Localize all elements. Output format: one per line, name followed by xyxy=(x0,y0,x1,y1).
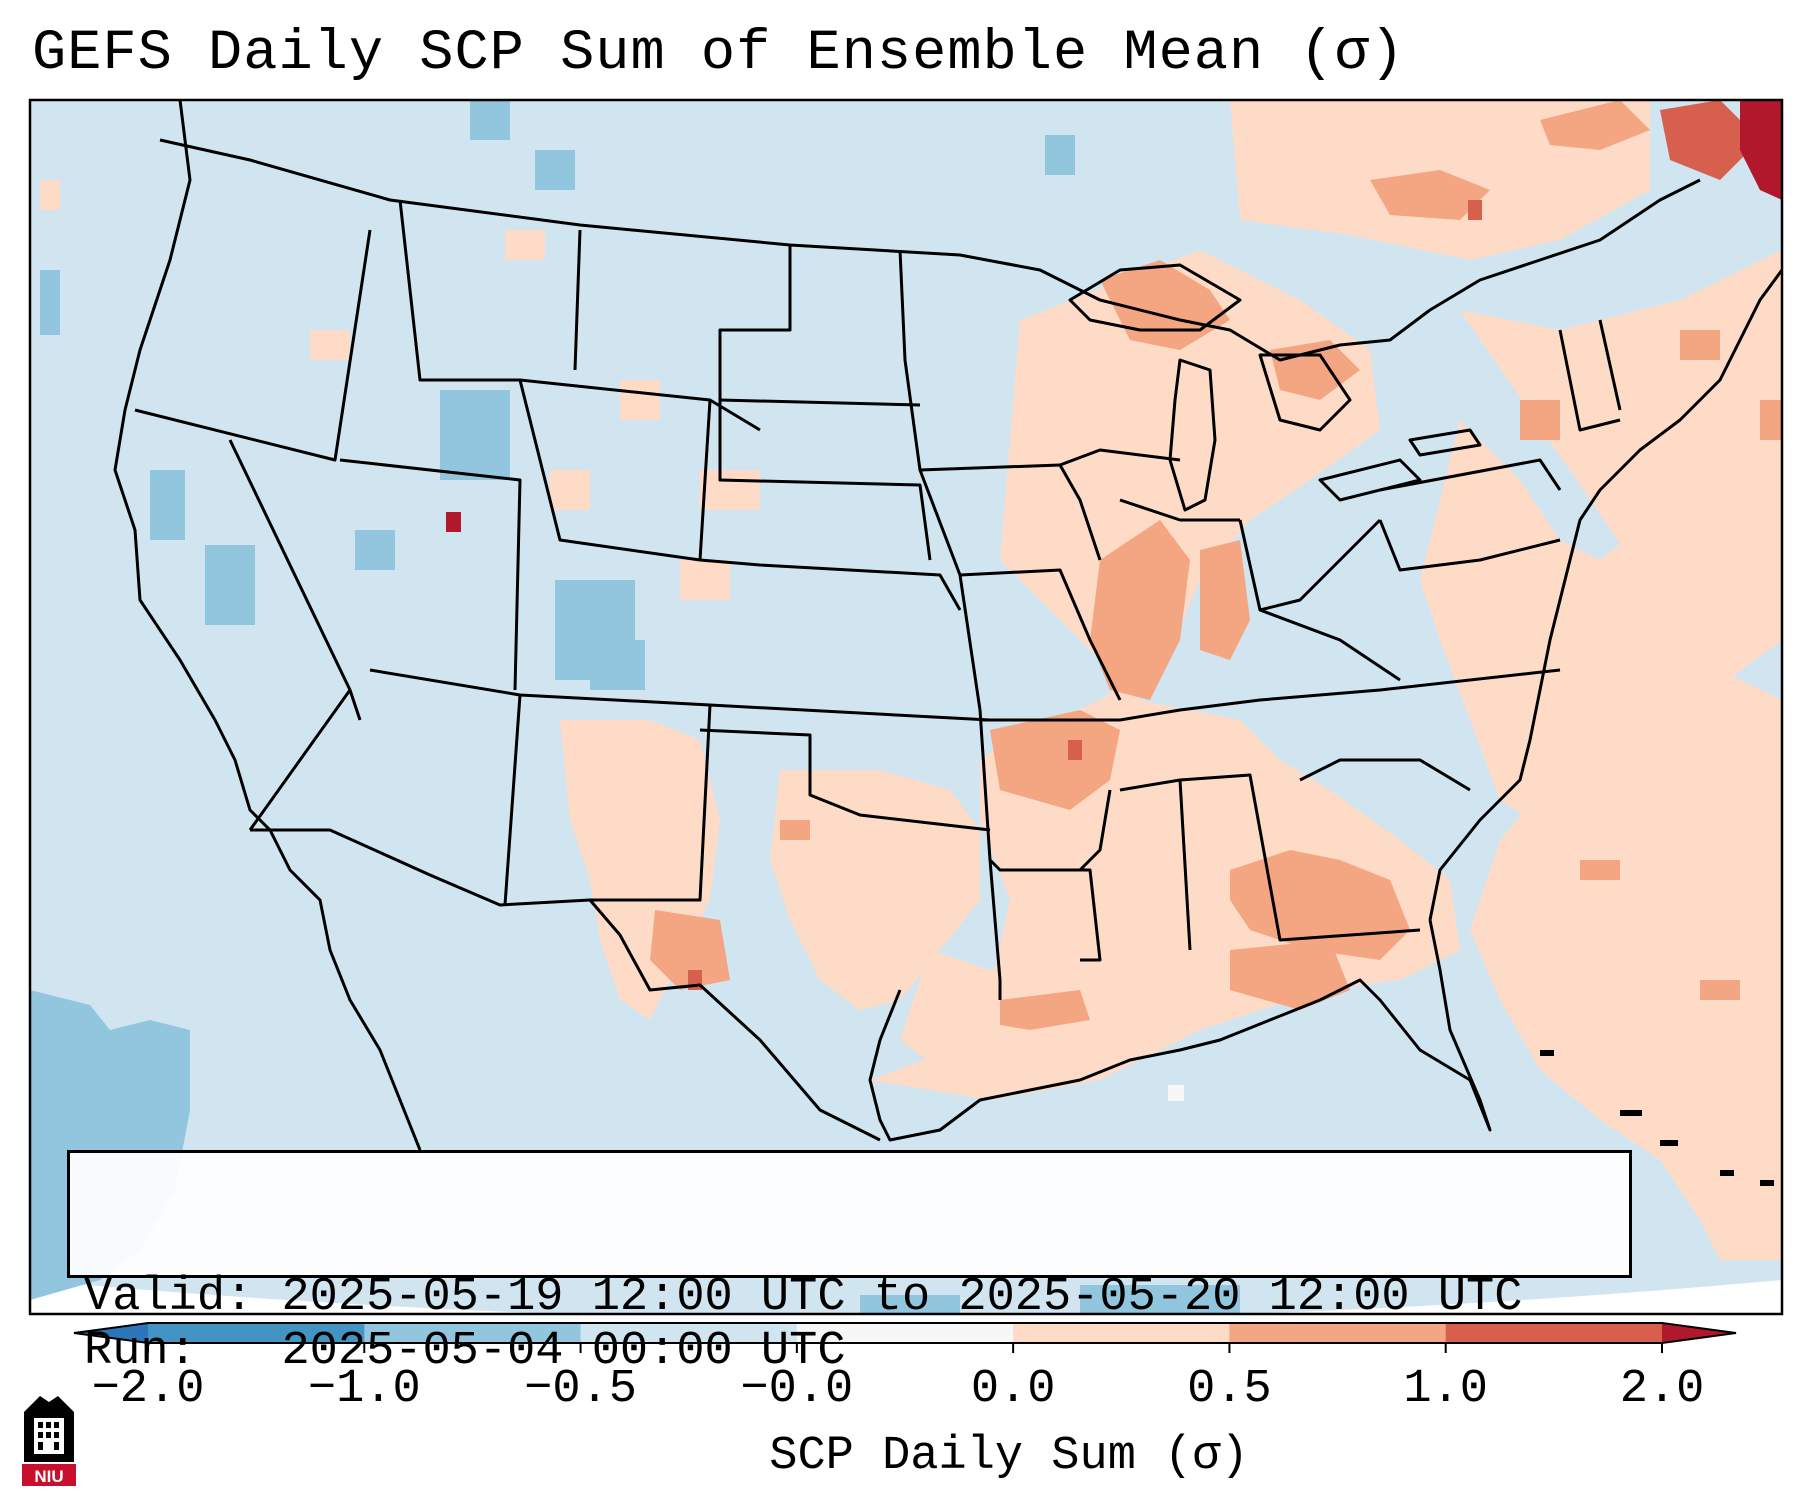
blue-patches-west xyxy=(40,100,1240,1314)
colorbar-tick-label: −0.5 xyxy=(524,1363,637,1416)
run-value: 2025-05-04 00:00 UTC xyxy=(281,1325,846,1378)
lake-superior xyxy=(1068,263,1242,332)
colorbar-tick-label: 2.0 xyxy=(1619,1363,1705,1416)
colorbar-tick-label: −1.0 xyxy=(307,1363,421,1416)
projection-edge xyxy=(30,1280,1782,1314)
colorbar-label: SCP Daily Sum (σ) xyxy=(769,1430,1249,1483)
colorbar-segment xyxy=(364,1323,582,1343)
east-coastline xyxy=(1428,269,1782,921)
run-label: Run: xyxy=(84,1325,197,1378)
boundaries xyxy=(113,100,1782,1151)
colorbar-tick-label: 0.0 xyxy=(970,1363,1056,1416)
darkest-red-regions xyxy=(446,100,1782,532)
colorbar-segment xyxy=(148,1323,365,1343)
mexico-border xyxy=(250,828,881,1142)
lake-erie xyxy=(1318,458,1422,502)
lake-huron xyxy=(1258,353,1352,432)
colorbar-tick-label: −2.0 xyxy=(91,1363,205,1416)
map-title: GEFS Daily SCP Sum of Ensemble Mean (σ) xyxy=(32,22,1406,86)
neutral-cell xyxy=(1168,1085,1184,1101)
niu-logo: NIU xyxy=(22,1396,76,1486)
caribbean-islands xyxy=(1540,1050,1774,1186)
valid-value: 2025-05-19 12:00 UTC to 2025-05-20 12:00… xyxy=(281,1271,1523,1324)
colorbar-tick-label: −0.0 xyxy=(740,1363,854,1416)
canada-border xyxy=(159,138,1701,362)
colorbar-tick-label: 1.0 xyxy=(1403,1363,1489,1416)
colorbar-tick-label: 0.5 xyxy=(1187,1363,1272,1416)
lake-michigan xyxy=(1168,358,1217,512)
colorbar-segment xyxy=(580,1323,798,1343)
colorbar-segment xyxy=(1013,1323,1230,1343)
west-coastline xyxy=(113,100,422,1151)
valid-run-box: Valid: 2025-05-19 12:00 UTC to 2025-05-2… xyxy=(67,1150,1632,1378)
colorbar-extend-max xyxy=(1662,1323,1736,1343)
colorbar-segment xyxy=(1445,1323,1663,1343)
orange-medium-regions xyxy=(650,100,1782,1030)
logo-text: NIU xyxy=(34,1467,63,1486)
colorbar-segment xyxy=(1229,1323,1447,1343)
lake-ontario xyxy=(1408,428,1482,457)
colorbar xyxy=(73,1322,1737,1353)
valid-label: Valid: xyxy=(84,1271,254,1324)
gulf-coastline xyxy=(868,919,1492,1142)
colorbar-segment xyxy=(796,1323,1014,1343)
map-frame xyxy=(28,98,1784,1316)
colorbar-extend-min xyxy=(74,1323,148,1343)
